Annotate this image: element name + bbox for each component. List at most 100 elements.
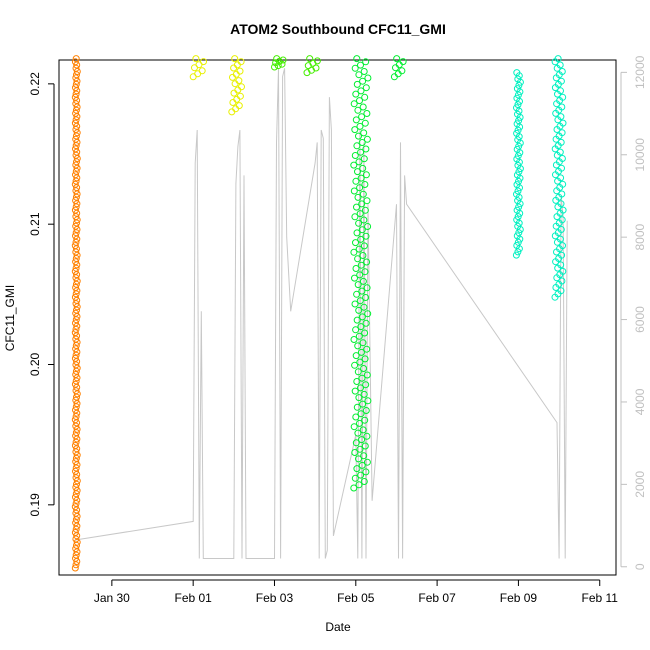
series-5-point	[355, 245, 363, 253]
series-8-point	[556, 235, 564, 243]
series-5-point	[350, 336, 358, 343]
series-5-point	[361, 355, 369, 363]
y2-tick-label: 6000	[633, 306, 647, 333]
series-5-point	[352, 116, 360, 124]
series-5-point	[354, 368, 362, 376]
series-8-point	[557, 261, 565, 269]
series-7-point	[515, 177, 522, 185]
series-5-point	[354, 193, 362, 201]
series-7-point	[513, 94, 521, 102]
series-7-point	[515, 168, 523, 176]
series-5-point	[364, 223, 372, 230]
series-6-point	[393, 55, 401, 63]
series-5-point	[357, 261, 365, 269]
series-7-point	[515, 117, 523, 125]
series-5-point	[352, 265, 360, 272]
series-0-point	[72, 429, 80, 437]
series-0-point	[73, 374, 81, 382]
series-0-point	[73, 184, 81, 192]
series-0-point	[72, 109, 80, 117]
series-8-point	[557, 174, 565, 182]
series-7-point	[514, 248, 522, 256]
series-7-point	[513, 171, 521, 179]
series-0-point	[73, 103, 81, 111]
series-5-point	[351, 300, 359, 308]
y2-tick-label: 0	[633, 563, 647, 570]
series-3-point	[279, 56, 287, 64]
series-7-point	[514, 126, 522, 134]
series-0-point	[73, 68, 81, 75]
series-7-point	[513, 216, 521, 224]
series-5-point	[351, 64, 359, 72]
series-2-point	[229, 99, 237, 106]
series-5-point	[352, 413, 360, 421]
y-tick-label: 0.22	[28, 72, 42, 96]
series-8-point	[559, 206, 567, 214]
series-5-point	[360, 390, 368, 398]
points-layer	[71, 55, 567, 572]
series-5-point	[357, 410, 365, 418]
series-1-point	[192, 55, 200, 63]
series-0-point	[71, 119, 79, 127]
series-0-point	[73, 174, 81, 182]
series-0-point	[72, 90, 80, 98]
series-5-point	[350, 248, 358, 256]
series-2-point	[235, 102, 243, 110]
series-0-point	[73, 148, 81, 156]
series-5-point	[355, 481, 363, 489]
series-7-point	[513, 129, 521, 137]
series-5-point	[355, 306, 363, 314]
series-0-point	[73, 400, 81, 408]
series-8-point	[557, 200, 565, 208]
series-8-point	[557, 77, 565, 85]
series-5-point	[354, 168, 361, 176]
series-0-point	[73, 522, 81, 530]
series-0-point	[72, 458, 80, 466]
series-5-point	[363, 110, 371, 117]
series-8-point	[558, 190, 566, 198]
series-0-point	[73, 226, 81, 233]
series-5-point	[361, 181, 369, 188]
series-0-point	[72, 258, 80, 266]
series-8-point	[557, 287, 565, 295]
series-0-point	[72, 561, 80, 569]
series-0-point	[71, 206, 79, 214]
series-8-point	[557, 113, 565, 121]
series-5-point	[354, 106, 362, 114]
series-7-point	[513, 104, 520, 112]
series-0-point	[71, 267, 79, 275]
series-5-point	[359, 339, 367, 347]
series-1-point	[198, 67, 206, 75]
series-2-point	[236, 92, 244, 100]
series-0-point	[72, 187, 80, 195]
series-5-point	[360, 303, 368, 311]
series-5-point	[350, 100, 358, 108]
series-7-point	[514, 161, 522, 169]
series-7-point	[513, 232, 521, 240]
series-5-point	[353, 465, 361, 473]
series-5-point	[356, 184, 364, 192]
series-5-point	[358, 461, 366, 469]
series-6-point	[398, 67, 406, 75]
series-0-point	[72, 80, 80, 88]
series-8-point	[556, 148, 564, 156]
series-5-point	[358, 113, 366, 121]
series-0-point	[72, 432, 80, 440]
series-0-point	[73, 216, 81, 224]
series-5-point	[358, 226, 366, 234]
series-0-point	[73, 506, 81, 514]
series-5-point	[351, 361, 359, 369]
series-5-point	[362, 381, 370, 389]
series-0-point	[72, 284, 80, 291]
series-8-point	[559, 119, 567, 127]
series-0-point	[73, 306, 80, 314]
series-0-point	[71, 242, 79, 250]
series-5-point	[350, 423, 358, 431]
series-2-point	[230, 64, 238, 72]
series-0-point	[72, 519, 80, 527]
series-8-point	[558, 251, 566, 259]
series-5-point	[351, 387, 359, 395]
series-0-point	[72, 525, 80, 533]
series-7-point	[513, 181, 521, 189]
